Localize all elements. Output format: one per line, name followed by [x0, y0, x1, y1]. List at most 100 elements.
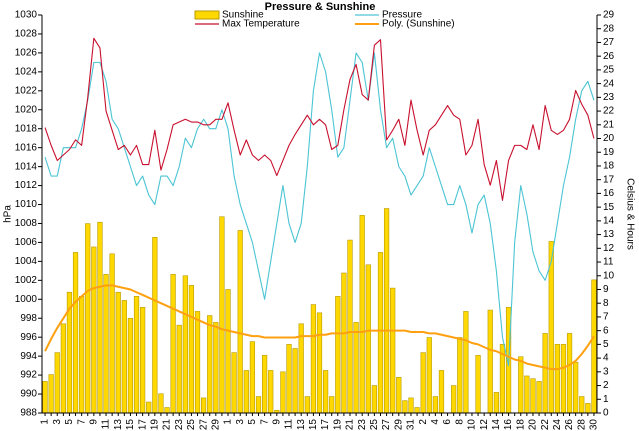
y2-tick-label: 26 — [603, 51, 615, 62]
y2-tick-label: 13 — [603, 229, 615, 240]
sunshine-bar — [475, 355, 481, 414]
y2-tick-label: 14 — [603, 216, 615, 227]
sunshine-bar — [182, 275, 188, 414]
sunshine-bar — [60, 323, 66, 414]
sunshine-bar — [322, 370, 329, 414]
y2-tick-label: 28 — [603, 23, 615, 34]
sunshine-bar — [304, 396, 310, 414]
sunshine-bar — [530, 378, 536, 414]
sunshine-bar — [347, 239, 353, 414]
sunshine-bar — [201, 397, 207, 414]
legend-label: Sunshine — [222, 10, 264, 21]
sunshine-bar — [426, 337, 432, 414]
y2-tick-label: 21 — [603, 119, 615, 130]
series-line — [44, 37, 595, 201]
x-tick-label: 6 — [442, 419, 453, 425]
chart-title: Pressure & Sunshine — [265, 1, 376, 13]
sunshine-bar — [396, 377, 402, 414]
sunshine-bar — [115, 291, 121, 414]
series-line — [44, 52, 595, 367]
x-tick-label: 19 — [149, 419, 160, 431]
sunshine-bar — [255, 396, 262, 414]
y2-tick-label: 3 — [603, 366, 609, 377]
legend-label: Pressure — [382, 10, 422, 21]
y2-tick-label: 22 — [603, 106, 615, 117]
sunshine-bar — [316, 312, 323, 414]
x-tick-label: 23 — [174, 419, 185, 431]
y2-tick-label: 24 — [603, 78, 615, 89]
sunshine-bar — [377, 252, 384, 414]
sunshine-bar — [72, 252, 79, 414]
x-tick-label: 1 — [40, 419, 51, 425]
sunshine-bar — [237, 230, 243, 414]
y2-axis-label: Celsius & Hours — [624, 178, 635, 250]
sunshine-bar — [402, 400, 408, 414]
y2-tick-label: 23 — [603, 92, 615, 103]
y-tick-label: 1030 — [15, 10, 38, 21]
y-tick-label: 1006 — [15, 237, 38, 248]
y2-tick-label: 4 — [603, 353, 609, 364]
x-tick-label: 23 — [357, 419, 368, 431]
sunshine-bar — [292, 348, 298, 414]
y-tick-label: 994 — [20, 351, 37, 362]
x-tick-label: 13 — [296, 419, 307, 431]
x-tick-label: 14 — [491, 419, 502, 431]
y2-tick-label: 9 — [603, 284, 609, 295]
sunshine-bar — [359, 215, 365, 414]
sunshine-bar — [566, 333, 573, 414]
sunshine-bar — [133, 296, 140, 414]
sunshine-bar — [97, 221, 103, 414]
sunshine-bar — [48, 374, 54, 414]
y2-tick-label: 0 — [603, 408, 609, 419]
sunshine-bar — [414, 407, 420, 414]
y-tick-label: 1024 — [15, 66, 38, 77]
y-tick-label: 990 — [20, 389, 37, 400]
x-tick-label: 3 — [52, 419, 63, 425]
x-tick-label: 20 — [528, 419, 539, 431]
sunshine-bar — [170, 274, 176, 414]
y2-tick-label: 20 — [603, 133, 615, 144]
y2-tick-label: 27 — [603, 37, 615, 48]
sunshine-bar — [286, 344, 292, 414]
x-tick-label: 3 — [235, 419, 246, 425]
x-tick-label: 29 — [210, 419, 221, 431]
x-tick-label: 26 — [564, 419, 575, 431]
y-axis-label: hPa — [3, 205, 14, 223]
sunshine-bar — [219, 216, 225, 414]
sunshine-bar — [42, 381, 48, 414]
sunshine-bar — [152, 237, 158, 414]
sunshine-bar — [438, 370, 445, 414]
y2-tick-label: 25 — [603, 65, 615, 76]
x-tick-label: 10 — [467, 419, 478, 431]
sunshine-bar — [487, 309, 493, 414]
sunshine-bar — [329, 396, 335, 414]
x-tick-label: 25 — [369, 419, 380, 431]
y2-tick-label: 7 — [603, 312, 609, 323]
sunshine-bar — [390, 287, 396, 414]
sunshine-bar — [280, 371, 286, 414]
sunshine-bar — [341, 272, 347, 414]
y2-tick-label: 1 — [603, 394, 609, 405]
sunshine-bar — [560, 344, 567, 414]
sunshine-bar — [451, 385, 457, 414]
sunshine-bar — [536, 381, 542, 414]
sunshine-bar — [420, 352, 426, 414]
x-tick-label: 27 — [198, 419, 209, 431]
x-tick-label: 12 — [479, 419, 490, 431]
sunshine-bar — [79, 296, 85, 414]
y2-tick-label: 2 — [603, 380, 609, 391]
sunshine-bar — [231, 352, 237, 414]
y-tick-label: 1026 — [15, 48, 38, 59]
sunshine-bar — [591, 279, 597, 414]
sunshine-bar — [554, 344, 560, 414]
sunshine-bar — [335, 296, 341, 414]
sunshine-bar — [585, 403, 591, 414]
y-tick-label: 1010 — [15, 199, 38, 210]
sunshine-bar — [85, 223, 91, 414]
y-tick-label: 1022 — [15, 85, 38, 96]
y-tick-label: 1002 — [15, 275, 38, 286]
sunshine-bar — [243, 370, 249, 414]
sunshine-bar — [518, 356, 524, 414]
x-tick-label: 25 — [186, 419, 197, 431]
